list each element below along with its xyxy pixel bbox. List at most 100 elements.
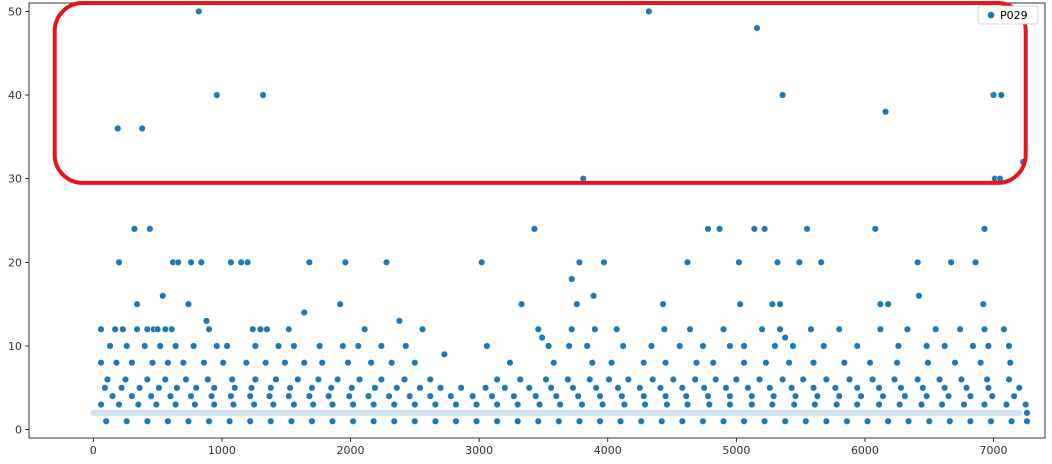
y-tick-label: 40	[8, 89, 22, 102]
data-point	[290, 400, 298, 409]
data-point	[493, 400, 501, 409]
data-point	[210, 384, 218, 392]
data-point	[722, 384, 730, 392]
data-point	[133, 300, 141, 308]
data-point	[300, 359, 308, 367]
data-point	[736, 300, 744, 308]
data-point	[779, 91, 787, 99]
data-point	[802, 417, 810, 425]
x-tick-label: 0	[90, 444, 97, 457]
data-point	[229, 400, 238, 409]
data-point	[591, 325, 599, 333]
data-point	[431, 400, 439, 409]
data-point	[164, 359, 172, 367]
data-point	[744, 384, 752, 392]
data-point	[109, 392, 117, 400]
data-point	[914, 258, 922, 266]
data-point	[748, 400, 756, 409]
data-point	[574, 392, 582, 400]
data-point	[370, 400, 378, 409]
data-point	[208, 392, 216, 400]
legend: P029	[977, 5, 1039, 25]
data-point	[596, 417, 604, 425]
data-point	[884, 300, 892, 308]
data-point	[833, 400, 841, 409]
data-point	[1008, 417, 1016, 425]
data-point	[223, 342, 231, 350]
data-point	[726, 400, 734, 409]
data-point	[161, 325, 169, 333]
data-point	[840, 359, 848, 367]
legend-marker	[987, 11, 995, 19]
data-point	[195, 7, 203, 15]
data-point	[719, 417, 728, 425]
data-point	[469, 392, 477, 400]
data-point	[344, 359, 352, 367]
y-tick-label: 20	[8, 256, 22, 269]
data-point	[308, 417, 316, 425]
data-point	[262, 359, 270, 367]
data-point	[748, 392, 756, 400]
data-point	[712, 375, 720, 383]
data-point	[501, 384, 509, 392]
data-point	[97, 325, 105, 333]
data-point	[600, 258, 608, 266]
data-point	[788, 384, 796, 392]
data-point	[510, 392, 518, 400]
data-point	[704, 225, 712, 233]
x-axis: 0 1000 2000 3000 4000 5000 6000 7000	[90, 438, 1008, 457]
data-point	[309, 400, 317, 409]
data-point	[274, 342, 283, 350]
data-point	[691, 375, 699, 383]
data-point	[753, 24, 761, 32]
data-point	[686, 325, 694, 333]
data-point	[542, 375, 550, 383]
data-point	[1002, 400, 1010, 409]
data-point	[1023, 417, 1031, 425]
data-point	[735, 258, 743, 266]
data-point	[197, 258, 205, 266]
data-point	[960, 400, 968, 409]
data-point	[709, 359, 717, 367]
data-point	[406, 392, 414, 400]
data-point	[493, 417, 501, 425]
data-point	[348, 384, 356, 392]
data-point	[624, 375, 632, 383]
data-point	[518, 300, 526, 308]
data-point	[822, 375, 830, 383]
data-point	[682, 392, 690, 400]
data-point	[740, 342, 748, 350]
data-point	[101, 384, 109, 392]
data-point	[761, 225, 769, 233]
data-point	[981, 325, 989, 333]
data-point	[202, 317, 211, 325]
data-point	[349, 417, 357, 425]
data-point	[287, 417, 295, 425]
data-point	[123, 342, 131, 350]
data-point	[530, 225, 538, 233]
data-point	[938, 400, 946, 409]
data-point	[1023, 409, 1031, 417]
data-point	[946, 417, 954, 425]
data-point	[613, 325, 621, 333]
data-point	[843, 417, 851, 425]
data-point	[1010, 392, 1018, 400]
data-point	[599, 400, 607, 409]
data-point	[972, 258, 980, 266]
data-point	[896, 400, 904, 409]
data-point	[336, 300, 344, 308]
data-point	[1005, 342, 1013, 350]
data-point	[807, 325, 815, 333]
data-point	[411, 417, 419, 425]
data-point	[103, 375, 112, 383]
data-point	[879, 392, 887, 400]
data-point	[172, 400, 180, 409]
data-point	[133, 325, 141, 333]
data-point	[213, 342, 221, 350]
data-point	[803, 225, 811, 233]
data-point	[246, 392, 254, 400]
data-point	[649, 375, 657, 383]
x-tick-label: 1000	[208, 444, 236, 457]
data-point	[506, 359, 514, 367]
data-point	[799, 375, 807, 383]
